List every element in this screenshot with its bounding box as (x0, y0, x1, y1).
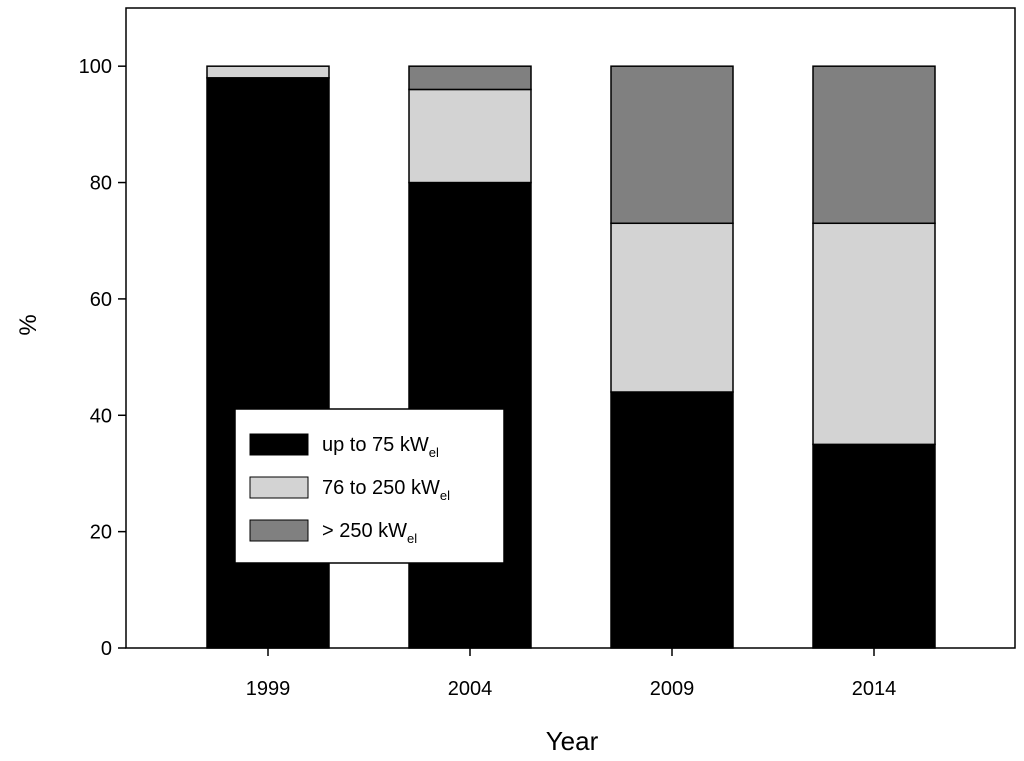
y-tick-label: 80 (90, 173, 112, 195)
legend-subscript: el (429, 445, 439, 460)
bar-segment (812, 65, 936, 225)
bar-segment (206, 65, 330, 79)
legend-subscript: el (440, 488, 450, 503)
legend-swatch (249, 476, 309, 499)
y-tick-label: 60 (90, 289, 112, 311)
bar-segment (408, 88, 532, 184)
bar-segment (812, 222, 936, 446)
x-tick-label: 1999 (246, 678, 291, 700)
legend-swatch (249, 433, 309, 456)
y-tick-label: 40 (90, 405, 112, 427)
x-tick-label: 2009 (650, 678, 695, 700)
legend-name: > 250 kW (322, 520, 407, 542)
x-tick-label: 2014 (852, 678, 897, 700)
y-tick-label: 100 (79, 56, 112, 78)
bar-segment (610, 65, 734, 225)
bar-segment (812, 443, 936, 649)
legend-label: up to 75 kWel (322, 434, 439, 460)
x-axis-label: Year (546, 726, 599, 756)
y-axis-label: % (15, 314, 42, 335)
bar-segment (610, 391, 734, 649)
legend-label: 76 to 250 kWel (322, 477, 450, 503)
bar-segment (610, 222, 734, 393)
legend-name: up to 75 kW (322, 434, 429, 456)
legend-name: 76 to 250 kW (322, 477, 440, 499)
plot-frame (125, 7, 1016, 649)
legend-label: > 250 kWel (322, 520, 417, 546)
legend-swatch (249, 519, 309, 542)
bar-segment (408, 65, 532, 91)
y-tick-label: 20 (90, 522, 112, 544)
x-tick-label: 2004 (448, 678, 493, 700)
legend-subscript: el (407, 531, 417, 546)
y-tick-label: 0 (101, 638, 112, 660)
